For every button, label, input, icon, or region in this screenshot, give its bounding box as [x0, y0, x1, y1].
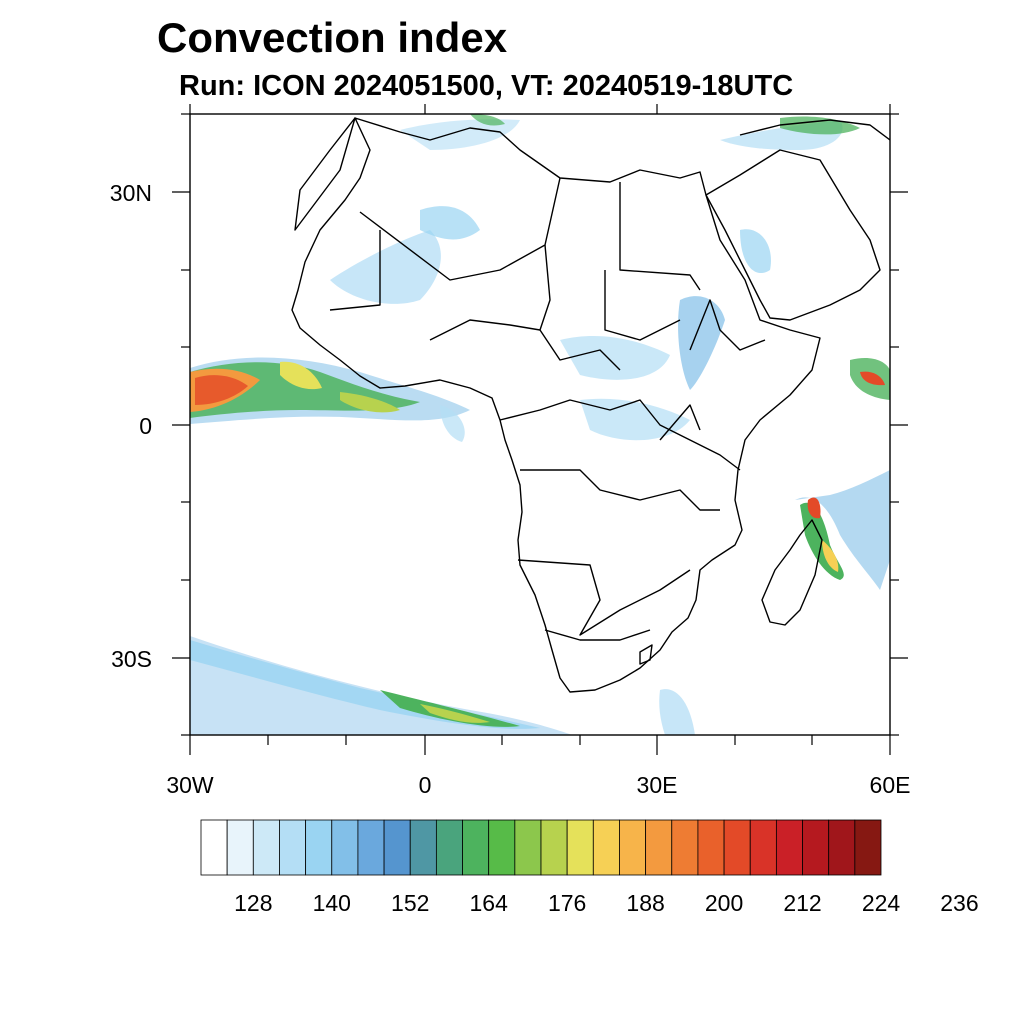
- colorbar-swatch: [462, 819, 490, 876]
- colorbar-swatch: [488, 819, 516, 876]
- colorbar-swatch: [514, 819, 542, 876]
- colorbar-tick-label: 212: [783, 890, 822, 916]
- colorbar-tick-label: 140: [312, 890, 351, 916]
- colorbar-swatch: [749, 819, 777, 876]
- colorbar-swatch: [200, 819, 228, 876]
- lon-label-60e: 60E: [869, 772, 911, 798]
- colorbar-tick-label: 176: [547, 890, 587, 916]
- colorbar-swatch: [331, 819, 359, 876]
- colorbar-tick-label: 200: [704, 890, 744, 916]
- colorbar-swatch: [566, 819, 594, 876]
- lon-label-0: 0: [418, 772, 432, 798]
- colorbar-swatch: [828, 819, 856, 876]
- colorbar-swatch: [357, 819, 385, 876]
- colorbar-swatch: [435, 819, 463, 876]
- lon-label-30w: 30W: [166, 772, 214, 798]
- colorbar-tick-label: 188: [626, 890, 665, 916]
- colorbar-swatch: [802, 819, 830, 876]
- colorbar-tick-label: 128: [234, 890, 273, 916]
- colorbar-swatch: [252, 819, 280, 876]
- map-title: Convection index: [157, 14, 508, 61]
- axis-ticks: [172, 104, 908, 755]
- colorbar-swatch: [592, 819, 620, 876]
- colorbar: [200, 819, 882, 876]
- colorbar-swatch: [305, 819, 333, 876]
- colorbar-swatch: [383, 819, 411, 876]
- map-subtitle: Run: ICON 2024051500, VT: 20240519-18UTC: [179, 70, 794, 102]
- colorbar-swatch: [645, 819, 673, 876]
- colorbar-tick-label: 152: [391, 890, 430, 916]
- convection-field: [190, 114, 890, 735]
- colorbar-swatch: [619, 819, 647, 876]
- colorbar-swatch: [540, 819, 568, 876]
- colorbar-tick-label: 236: [940, 890, 979, 916]
- map-frame: [189, 113, 891, 736]
- colorbar-tick-label: 224: [861, 890, 901, 916]
- lon-label-30e: 30E: [636, 772, 678, 798]
- colorbar-swatch: [279, 819, 307, 876]
- coastlines: [291, 117, 890, 693]
- lat-label-0: 0: [139, 413, 152, 439]
- colorbar-swatch: [723, 819, 751, 876]
- lat-label-30n: 30N: [109, 180, 152, 206]
- colorbar-swatch: [409, 819, 437, 876]
- lat-label-30s: 30S: [111, 646, 152, 672]
- colorbar-swatch: [671, 819, 699, 876]
- colorbar-swatch: [226, 819, 254, 876]
- colorbar-swatch: [854, 819, 882, 876]
- colorbar-swatch: [697, 819, 725, 876]
- colorbar-tick-label: 164: [469, 890, 508, 916]
- colorbar-swatch: [775, 819, 803, 876]
